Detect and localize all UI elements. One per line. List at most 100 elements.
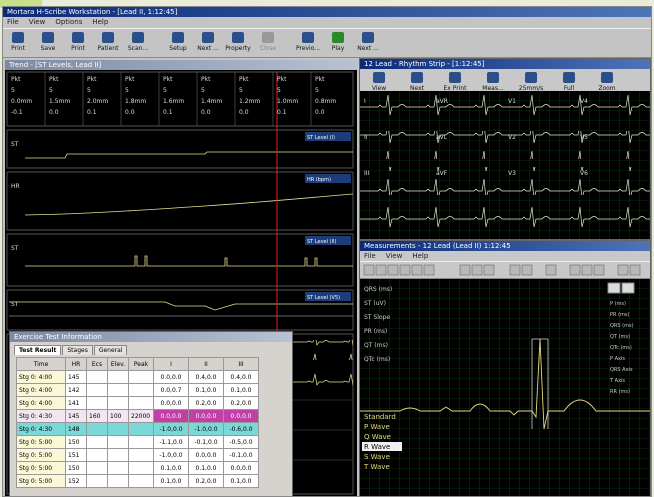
meas-right-label: PR (ms) xyxy=(610,312,630,318)
toolbar-label: Save xyxy=(40,45,56,52)
rhythm-button-label: Next xyxy=(410,85,424,92)
table-row[interactable]: Stg 0: 5:00 152 0.1,0.0 0.2,0.0 0.1,0.0 xyxy=(16,474,259,488)
toolbar-button[interactable]: Next ... xyxy=(353,32,383,52)
table-cell: 0.2,0.0 xyxy=(188,396,224,410)
menu-item[interactable]: File xyxy=(364,252,376,260)
panel-label: ST xyxy=(11,141,19,148)
panel-tag-box xyxy=(305,174,351,183)
strip-label: Pkt xyxy=(163,76,173,83)
table-row[interactable]: Stg 0: 4:00 141 0.0,0.0 0.2,0.0 0.2,0.0 xyxy=(16,396,259,410)
strip-label: 1.8mm xyxy=(125,98,146,105)
column-header: Elev. xyxy=(107,357,129,371)
lead-label: aVF xyxy=(436,170,448,177)
strip-label: 0.0 xyxy=(125,109,135,116)
table-cell: 0.0,0.0 xyxy=(223,461,259,475)
header-row: Time HR Ecs Elev. Peak I II III xyxy=(16,357,259,371)
menu-item[interactable]: View xyxy=(28,18,46,26)
wave-item[interactable]: Q Wave xyxy=(364,433,391,441)
wave-item[interactable]: R Wave xyxy=(364,443,390,451)
strip-label: 0.1 xyxy=(163,109,173,116)
toolbar-button[interactable]: Property xyxy=(223,32,253,52)
measurements-menu: File View Help xyxy=(360,251,650,261)
table-cell xyxy=(86,396,108,410)
table-cell: Stg 0: 5:00 xyxy=(16,474,66,488)
wave-item[interactable]: Standard xyxy=(364,413,396,421)
menu-item[interactable]: Help xyxy=(92,18,109,26)
rhythm-button[interactable]: View xyxy=(360,72,398,92)
table-cell xyxy=(86,422,108,436)
toolbar-button[interactable]: Setup xyxy=(163,32,193,52)
toolbar-label: Setup xyxy=(169,45,187,52)
wave-item[interactable]: P Wave xyxy=(364,423,390,431)
rhythm-button[interactable]: Full xyxy=(550,72,588,92)
table-cell: 22000 xyxy=(128,409,154,423)
nav-next[interactable] xyxy=(621,282,635,294)
table-row[interactable]: Stg 0: 5:00 150 0.1,0.0 0.1,0.0 0.0,0.0 xyxy=(16,461,259,475)
table-row[interactable]: Stg 0: 4:30 145 160 100 22000 0.0,0.0 0.0,0.0 0… xyxy=(16,409,259,423)
toolbar-button[interactable]: Patient xyxy=(93,32,123,52)
table-cell xyxy=(107,474,129,488)
table-cell xyxy=(128,383,154,397)
rhythm-button-label: Zoom xyxy=(598,85,616,92)
meas-right-label: QT (ms) xyxy=(610,334,630,340)
toolbar-button[interactable]: Print xyxy=(3,32,33,52)
table-cell: Stg 0: 4:00 xyxy=(16,396,66,410)
strip-label: 2.0mm xyxy=(87,98,108,105)
menu-item[interactable]: File xyxy=(7,18,19,26)
tab[interactable]: General xyxy=(93,345,128,355)
rhythm-button[interactable]: Meas... xyxy=(474,72,512,92)
menu-item[interactable]: Help xyxy=(412,252,429,260)
rhythm-button[interactable]: Ex Print xyxy=(436,72,474,92)
rhythm-button[interactable]: Next xyxy=(398,72,436,92)
dialog-tabs: Test Result Stages General xyxy=(14,345,128,355)
table-cell: 0.0,0.0 xyxy=(153,409,189,423)
column-header: III xyxy=(223,357,259,371)
toolbar-button[interactable]: Previo... xyxy=(293,32,323,52)
toolbar-button[interactable]: Close xyxy=(253,32,283,52)
tab[interactable]: Stages xyxy=(62,345,93,355)
table-cell xyxy=(86,370,108,384)
toolbar-button[interactable]: Scan... xyxy=(123,32,153,52)
table-row[interactable]: Stg 0: 5:00 151 -1.0,0.0 0.0,0.0 -0.1,0.0 xyxy=(16,448,259,462)
strip-label: Pkt xyxy=(315,76,325,83)
rhythm-button-label: Ex Print xyxy=(443,85,467,92)
table-cell: -0.6,0.0 xyxy=(223,422,259,436)
table-row[interactable]: Stg 0: 5:00 150 -1.1,0.0 -0.1,0.0 -0.5,0.0 xyxy=(16,435,259,449)
table-cell xyxy=(128,396,154,410)
rhythm-button[interactable]: 25mm/s xyxy=(512,72,550,92)
strip-label: 1.6mm xyxy=(163,98,184,105)
table-cell xyxy=(107,396,129,410)
table-cell: 151 xyxy=(65,448,87,462)
wave-item[interactable]: S Wave xyxy=(364,453,390,461)
toolbar-label: Next ... xyxy=(357,45,379,52)
rhythm-button-label: View xyxy=(371,85,387,92)
strip-label: 0.1 xyxy=(87,109,97,116)
nav-prev[interactable] xyxy=(607,282,621,294)
table-cell: 150 xyxy=(65,435,87,449)
wave-item[interactable]: T Wave xyxy=(363,463,390,471)
menu-item[interactable]: View xyxy=(385,252,403,260)
tab[interactable]: Test Result xyxy=(14,345,62,355)
toolbar-button[interactable]: Next ... xyxy=(193,32,223,52)
trend-title: Trend - [ST Levels, Lead II] xyxy=(5,60,357,70)
panel-label: ST xyxy=(11,245,19,252)
toolbar-label: Next ... xyxy=(197,45,219,52)
table-cell xyxy=(86,448,108,462)
toolbar-button[interactable]: Play xyxy=(323,32,353,52)
table-row[interactable]: Stg 0: 4:00 142 0.0,0.7 0.1,0.0 0.1,0.0 xyxy=(16,383,259,397)
table-cell: 145 xyxy=(65,409,87,423)
rhythm-button[interactable]: Zoom xyxy=(588,72,626,92)
toolbar-button[interactable]: Save xyxy=(33,32,63,52)
table-cell: 0.0,0.0 xyxy=(153,370,189,384)
table-row[interactable]: Stg 0: 4:30 148 -1.0,0.0 -1.0,0.0 -0.6,0.0 xyxy=(16,422,259,436)
panel-tag: ST Level (II) xyxy=(307,239,337,245)
table-cell: -1.0,0.0 xyxy=(188,422,224,436)
meas-left-label: QRS (ms) xyxy=(364,286,392,293)
meas-left-label: QT (ms) xyxy=(364,342,388,349)
menu-item[interactable]: Options xyxy=(55,18,83,26)
toolbar-button[interactable]: Print xyxy=(63,32,93,52)
lead-label: II xyxy=(364,134,368,141)
strip-label: Pkt xyxy=(277,76,287,83)
table-row[interactable]: Stg 0: 4:00 145 0.0,0.0 0.4,0.0 0.4,0.0 xyxy=(16,370,259,384)
measurements-toolbar xyxy=(360,261,650,279)
